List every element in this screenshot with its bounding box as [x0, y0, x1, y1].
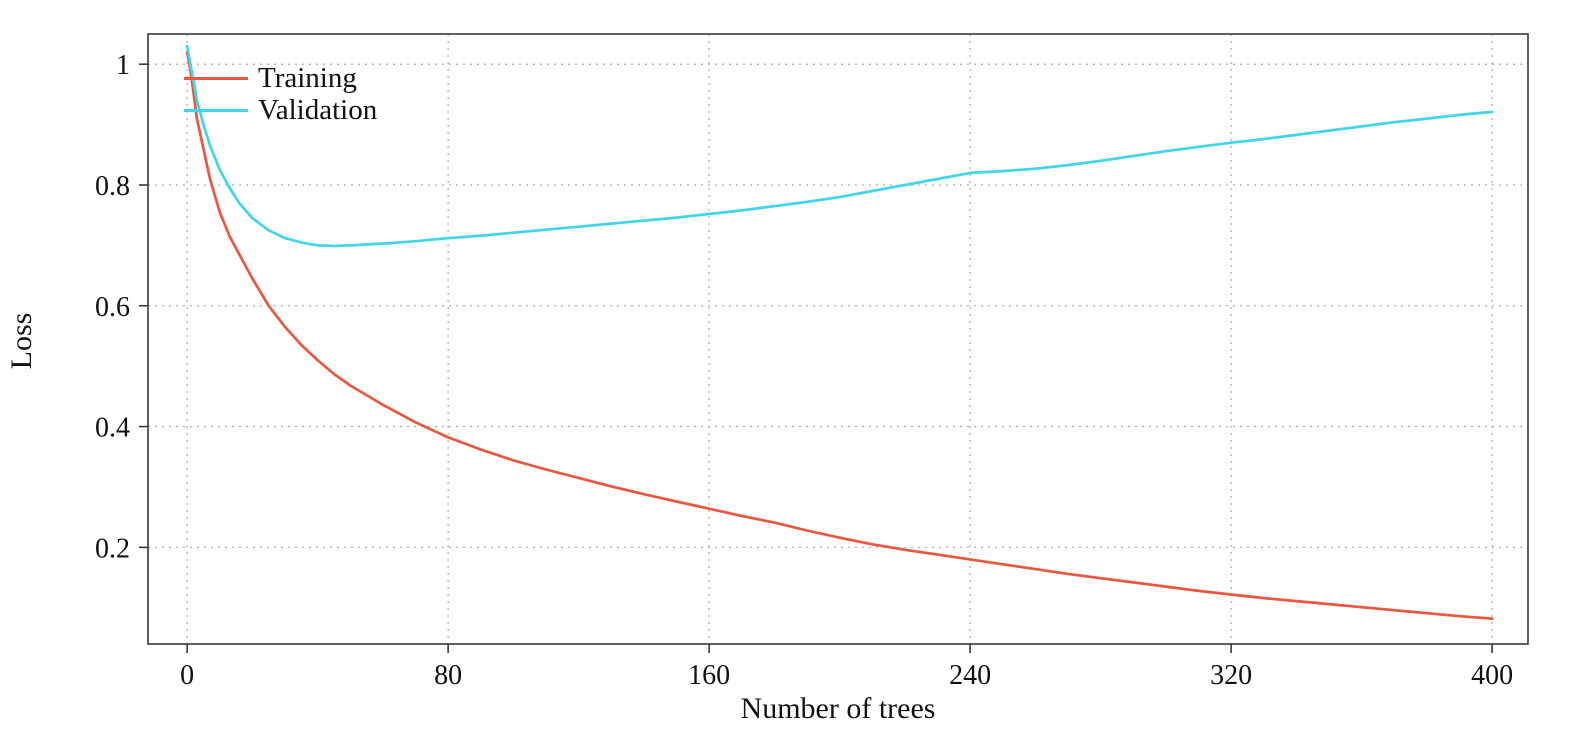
y-tick-label: 0.8: [95, 171, 130, 202]
legend-label-validation: Validation: [258, 93, 378, 126]
validation-curve: [185, 44, 1494, 248]
legend-item-training: Training: [184, 62, 377, 94]
legend: Training Validation: [184, 62, 377, 126]
y-tick-label: 0.4: [95, 413, 130, 444]
legend-item-validation: Validation: [184, 94, 377, 126]
plot-frame: [147, 33, 1529, 645]
x-tick-label: 160: [688, 660, 730, 691]
y-tick-label: 0.6: [95, 292, 130, 323]
x-tick-label: 320: [1210, 660, 1252, 691]
y-tick-label: 1: [116, 50, 130, 81]
x-tick-label: 80: [434, 660, 462, 691]
training-line-swatch: [184, 76, 248, 80]
x-tick-label: 0: [180, 660, 194, 691]
x-tick-label: 240: [949, 660, 991, 691]
y-tick-label: 0.2: [95, 533, 130, 564]
y-axis-title: Loss: [5, 312, 38, 370]
x-axis-title: Number of trees: [740, 692, 936, 725]
x-tick-label: 400: [1471, 660, 1513, 691]
training-curve: [185, 50, 1494, 620]
legend-label-training: Training: [258, 61, 357, 94]
validation-line-swatch: [184, 108, 248, 112]
